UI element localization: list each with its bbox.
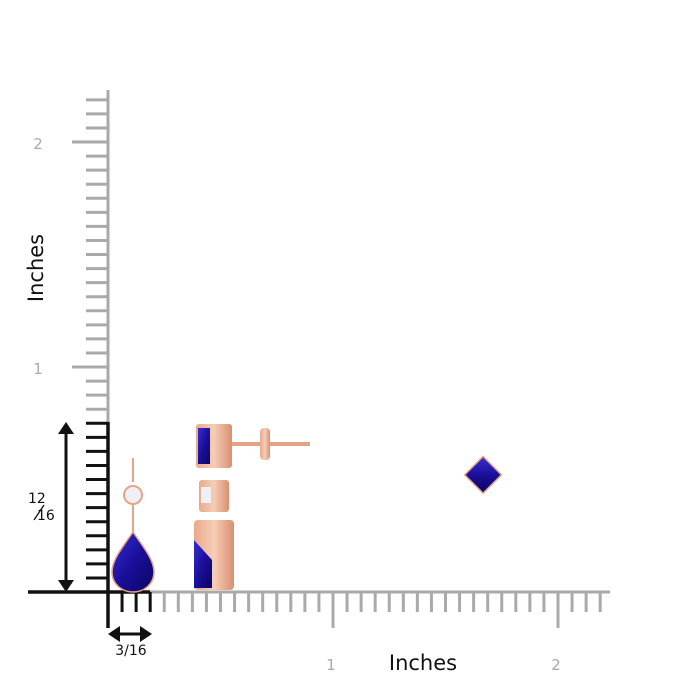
- height-arrow: [58, 422, 74, 592]
- height-numerator: 12: [28, 491, 46, 507]
- y-tick-label: 2: [33, 135, 43, 153]
- x-axis-label: Inches: [389, 651, 457, 675]
- width-arrow: [108, 626, 152, 642]
- rulers: [28, 90, 610, 628]
- x-tick-label: 2: [551, 656, 561, 674]
- height-denominator: 16: [37, 508, 55, 524]
- earring-front: [111, 455, 503, 593]
- width-label: 3/16: [115, 643, 147, 659]
- y-axis-label: Inches: [24, 234, 48, 302]
- y-tick-label: 1: [33, 360, 43, 378]
- earring-side: [194, 424, 310, 590]
- fraction-slash: [33, 504, 45, 521]
- x-tick-label: 1: [326, 656, 336, 674]
